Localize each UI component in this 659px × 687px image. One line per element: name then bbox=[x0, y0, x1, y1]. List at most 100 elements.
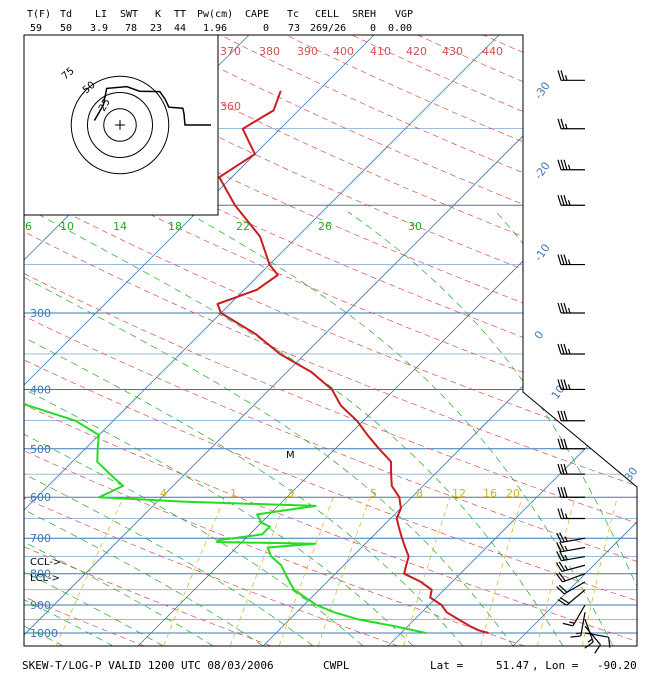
wind-barb bbox=[555, 561, 586, 573]
isotherm-line bbox=[638, 35, 659, 646]
isotherm-line bbox=[262, 35, 637, 646]
wind-barb-flag bbox=[594, 644, 601, 654]
footer-lat-label: Lat = bbox=[430, 659, 463, 672]
dry-adiabat-line bbox=[0, 21, 18, 646]
wind-barb-staff bbox=[584, 619, 594, 643]
pressure-label: 500 bbox=[30, 443, 51, 456]
wind-barb-flag bbox=[557, 343, 562, 355]
footer-lon-label: , Lon = bbox=[532, 659, 579, 672]
wind-barb bbox=[562, 604, 586, 627]
isotherm-label: 10 bbox=[549, 383, 568, 402]
wind-barb-flag bbox=[560, 254, 565, 265]
mixing-ratio-label: 4 bbox=[160, 487, 167, 500]
wind-barb-flag bbox=[560, 438, 565, 449]
wind-barb-staff bbox=[561, 537, 586, 543]
wind-barb-flag bbox=[557, 410, 562, 421]
moist-adiabat-line bbox=[185, 211, 614, 646]
header-label-td: Td bbox=[60, 9, 72, 20]
header-value-cell: 269/26 bbox=[310, 23, 346, 34]
mixing-ratio-line bbox=[536, 497, 576, 646]
mixing-ratio-line bbox=[55, 497, 124, 646]
wind-barb-flag bbox=[567, 164, 571, 170]
wind-barb-flag bbox=[557, 598, 567, 606]
hodograph-ring bbox=[70, 75, 170, 175]
isotherm-line bbox=[512, 35, 637, 646]
wind-barb bbox=[557, 70, 585, 81]
wind-barb bbox=[570, 612, 586, 638]
theta-e-label: 10 bbox=[60, 220, 74, 233]
mixing-ratio-line bbox=[163, 497, 226, 646]
wind-barb-flag bbox=[559, 550, 565, 561]
wind-barb-flag bbox=[557, 379, 562, 390]
sounding-profiles bbox=[24, 45, 489, 634]
moist-adiabat-line bbox=[24, 211, 414, 646]
wind-barb bbox=[557, 438, 585, 450]
wind-barb-flag bbox=[558, 584, 568, 593]
wind-barb-flag bbox=[559, 541, 565, 552]
header-value-li: 3.9 bbox=[90, 23, 108, 34]
wind-barb-flag bbox=[556, 551, 562, 561]
wind-barb-flag bbox=[560, 302, 565, 314]
header-label-tc: Tc bbox=[287, 9, 299, 20]
theta-e-label: 18 bbox=[168, 220, 182, 233]
wind-barb-staff bbox=[566, 589, 586, 606]
isotherm-line bbox=[387, 35, 637, 646]
wind-barb-flag bbox=[556, 542, 562, 552]
header-label-cell: CELL bbox=[315, 9, 339, 20]
wind-barb-flag bbox=[584, 641, 594, 649]
wind-barb-flag bbox=[563, 410, 568, 421]
header-value-td: 50 bbox=[60, 23, 72, 34]
wind-barb bbox=[556, 550, 586, 562]
mixing-ratio-label: 1 bbox=[230, 487, 237, 500]
wind-barb-flag bbox=[564, 536, 568, 542]
wind-barb-flag bbox=[567, 348, 571, 355]
wind-barb-flag bbox=[564, 554, 568, 560]
header-value-vgp: 0.00 bbox=[388, 23, 412, 34]
wind-barb-flag bbox=[563, 159, 568, 170]
header-value-tf: 59 bbox=[30, 23, 42, 34]
header-value-k: 23 bbox=[150, 23, 162, 34]
wind-barb bbox=[557, 195, 585, 206]
dry-adiabat-line bbox=[192, 35, 637, 646]
wind-barb-flag bbox=[560, 195, 565, 206]
wind-barb bbox=[557, 589, 586, 606]
wind-barb-flag bbox=[557, 463, 562, 475]
wind-barb-flag bbox=[557, 438, 562, 449]
wind-barb-flag bbox=[560, 159, 565, 170]
wind-barb-flag bbox=[567, 384, 571, 390]
wind-barb-flag bbox=[563, 254, 568, 265]
wind-barb-flag bbox=[563, 195, 568, 206]
theta-label: 430 bbox=[442, 45, 463, 58]
wind-barb-staff bbox=[562, 573, 586, 583]
wind-barb-flag bbox=[560, 343, 565, 355]
theta-e-label: 30 bbox=[408, 220, 422, 233]
wind-barb-flag bbox=[563, 379, 568, 390]
theta-e-label: 22 bbox=[236, 220, 250, 233]
dry-adiabat-line bbox=[451, 35, 637, 646]
moist-adiabat-line bbox=[24, 211, 314, 646]
moist-adiabat-line bbox=[347, 211, 637, 646]
wind-barb-staff bbox=[572, 604, 586, 627]
wind-barb-flag bbox=[558, 561, 566, 572]
temperature-profile-line bbox=[216, 90, 489, 634]
wind-barb-staff bbox=[561, 555, 586, 562]
header-label-sreh: SREH bbox=[352, 9, 376, 20]
wind-barb-flag bbox=[563, 438, 568, 449]
wind-barb bbox=[556, 532, 586, 543]
wind-barb-flag bbox=[563, 463, 568, 475]
header-value-pw: 1.96 bbox=[203, 23, 227, 34]
wind-barb-flag bbox=[557, 70, 562, 81]
isotherm-label: -30 bbox=[532, 80, 553, 102]
wind-barb-staff bbox=[584, 625, 601, 646]
wind-barb-flag bbox=[555, 573, 563, 583]
plot-frame bbox=[23, 34, 638, 647]
footer-lon-value: -90.20 bbox=[597, 659, 637, 672]
mixing-ratio-line bbox=[229, 497, 288, 646]
moist-adiabat-line bbox=[24, 211, 514, 646]
isotherm-label: -20 bbox=[532, 160, 553, 182]
lcl-marker: LCL-> bbox=[30, 573, 60, 584]
wind-barb-staff bbox=[580, 612, 586, 637]
wind-barb-flag bbox=[556, 586, 565, 595]
isotherm-label: 30 bbox=[622, 465, 641, 484]
mixing-ratio-line bbox=[581, 497, 618, 646]
